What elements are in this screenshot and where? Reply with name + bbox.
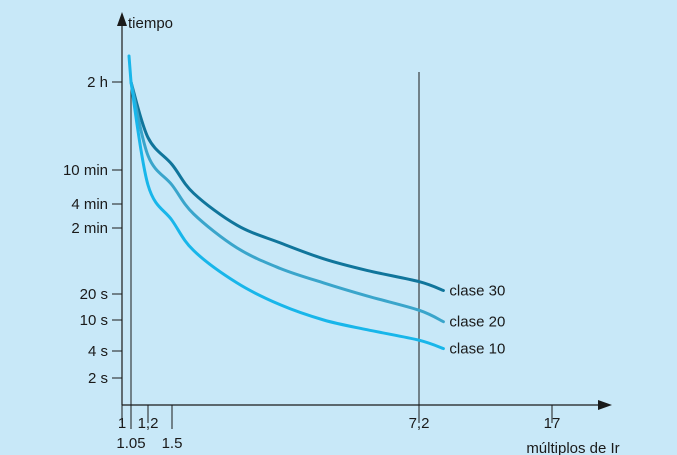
y-tick-label: 2 min [71,220,108,237]
x-tick-label: 17 [544,415,561,432]
y-tick-label: 4 min [71,196,108,213]
labels: clase 30 clase 20 clase 10 [449,282,505,357]
series-label-clase-10: clase 10 [449,341,505,358]
x-axis-label: múltiplos de Ir [526,440,619,455]
series-label-clase-30: clase 30 [449,282,505,299]
curves [127,54,445,351]
x-tick-lower-label: 1.5 [162,435,183,452]
y-axis-label: tiempo [128,15,173,32]
x-axis-arrow [598,400,612,410]
x-tick-label: 1,2 [138,415,159,432]
y-axis-arrow [117,12,127,26]
y-tick-label: 20 s [80,286,108,303]
series-line-clase-30 [129,80,445,292]
series-line-clase-10 [129,80,445,351]
x-tick-label: 7,2 [409,415,430,432]
axes: tiempo múltiplos de Ir 2 h 10 min 4 min 2 min… [63,12,620,455]
x-tick-lower-label: 1.05 [116,435,145,452]
x-tick-label: 1 [118,415,126,432]
curves-start-tip [127,54,133,84]
series-label-clase-20: clase 20 [449,314,505,331]
y-tick-label: 2 h [87,74,108,91]
y-tick-label: 2 s [88,370,108,387]
series-line-clase-20 [129,80,445,324]
y-tick-label: 4 s [88,343,108,360]
y-tick-label: 10 min [63,162,108,179]
y-tick-label: 10 s [80,312,108,329]
